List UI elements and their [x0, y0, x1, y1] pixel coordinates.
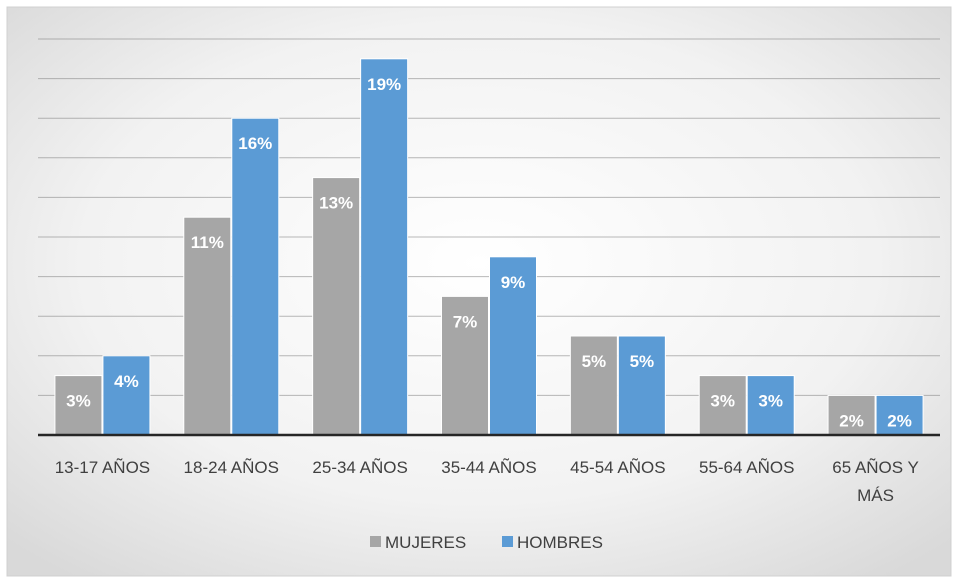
data-label-mujeres-0: 3%	[66, 392, 91, 411]
legend-label-hombres: HOMBRES	[517, 533, 603, 552]
bar-mujeres-4	[569, 335, 618, 436]
bar-mujeres-6	[827, 394, 876, 436]
bar-hombres-3	[489, 256, 537, 436]
data-label-mujeres-5: 3%	[710, 392, 735, 411]
data-labels: 3% 4% 11% 16% 13% 19% 7% 9% 5% 5% 3% 3% 2% 2%	[66, 75, 912, 431]
category-label-6: 65 AÑOS Y MÁS	[832, 458, 919, 505]
bar-hombres-1	[231, 117, 280, 436]
category-label-1: 18-24 AÑOS	[184, 458, 279, 477]
legend: MUJERES HOMBRES	[370, 533, 603, 552]
category-label-0: 13-17 AÑOS	[55, 458, 150, 477]
legend-swatch-mujeres	[370, 536, 381, 547]
data-label-mujeres-2: 13%	[319, 194, 353, 213]
data-label-hombres-6: 2%	[887, 411, 912, 430]
bar-hombres-4	[617, 335, 666, 436]
data-label-mujeres-6: 2%	[839, 411, 864, 430]
legend-swatch-hombres	[502, 536, 513, 547]
category-label-2: 25-34 AÑOS	[312, 458, 407, 477]
bar-mujeres-0	[54, 375, 103, 436]
chart-background	[6, 6, 952, 577]
category-label-5: 55-64 AÑOS	[699, 458, 794, 477]
data-label-mujeres-3: 7%	[453, 312, 478, 331]
data-label-hombres-5: 3%	[758, 392, 783, 411]
bar-hombres-2	[360, 58, 409, 436]
data-label-hombres-4: 5%	[630, 352, 655, 371]
category-label-4: 45-54 AÑOS	[570, 458, 665, 477]
bar-mujeres-2	[312, 177, 361, 436]
bar-mujeres-3	[441, 295, 489, 436]
category-labels: 13-17 AÑOS 18-24 AÑOS 25-34 AÑOS 35-44 AÑOS…	[55, 458, 919, 505]
data-label-mujeres-1: 11%	[191, 233, 224, 252]
bar-hombres-0	[102, 355, 151, 436]
data-label-hombres-1: 16%	[238, 134, 272, 153]
data-label-hombres-0: 4%	[114, 372, 139, 391]
category-label-3: 35-44 AÑOS	[441, 458, 536, 477]
data-label-hombres-3: 9%	[501, 273, 526, 292]
legend-label-mujeres: MUJERES	[385, 533, 466, 552]
bar-hombres-6	[875, 394, 924, 436]
bar-hombres-5	[746, 375, 795, 436]
data-label-mujeres-4: 5%	[582, 352, 607, 371]
data-label-hombres-2: 19%	[367, 75, 401, 94]
